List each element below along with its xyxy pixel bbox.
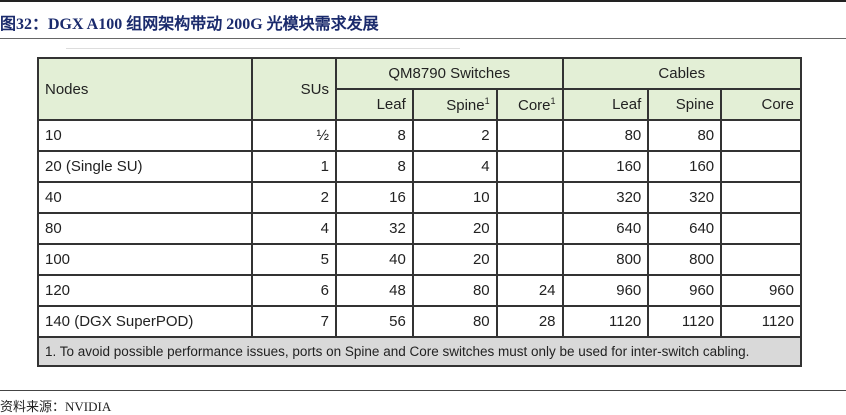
header-cable-core: Core [720, 88, 802, 121]
table-cell: 640 [561, 212, 650, 245]
table-cell: 8 [335, 119, 414, 152]
footnote-row: 1. To avoid possible performance issues,… [37, 336, 802, 367]
header-switch-spine: Spine1 [411, 88, 498, 121]
table-cell: 24 [495, 274, 564, 307]
table-cell: 960 [647, 274, 723, 307]
table-cell: 4 [411, 150, 498, 183]
table-cell: 40 [36, 181, 254, 214]
table-cell: 160 [561, 150, 650, 183]
header-row-2: Leaf Spine1 Core1 Leaf Spine Core [38, 88, 802, 121]
table-cell: 2 [251, 181, 337, 214]
table-cell [495, 181, 564, 214]
table-cell: 80 [411, 305, 498, 338]
faint-line [66, 48, 460, 49]
table-row: 120 6 48 80 24 960 960 960 [36, 274, 802, 307]
footnote: 1. To avoid possible performance issues,… [37, 336, 802, 367]
header-nodes: Nodes [36, 57, 254, 121]
table-cell: 8 [335, 150, 414, 183]
table-cell [720, 181, 802, 214]
table-cell: 20 [411, 243, 498, 276]
table-cell: 28 [495, 305, 564, 338]
table-cell [720, 119, 802, 152]
table-cell: 320 [561, 181, 650, 214]
table-cell: 320 [647, 181, 723, 214]
table-cell: ½ [251, 119, 337, 152]
header-cables: Cables [561, 57, 803, 90]
table-cell: 5 [251, 243, 337, 276]
table-cell: 640 [647, 212, 723, 245]
table-cell: 960 [720, 274, 802, 307]
table-cell: 1120 [561, 305, 650, 338]
header-row-1: Nodes SUs QM8790 Switches Cables [36, 57, 803, 121]
table-cell: 140 (DGX SuperPOD) [36, 305, 254, 338]
table-cell: 80 [561, 119, 650, 152]
table-cell: 20 [411, 212, 498, 245]
table-cell: 960 [561, 274, 650, 307]
table-cell: 160 [647, 150, 723, 183]
table-cell: 20 (Single SU) [36, 150, 254, 183]
table-cell: 1120 [647, 305, 723, 338]
table-cell: 10 [411, 181, 498, 214]
table-cell: 6 [251, 274, 337, 307]
table-cell [495, 212, 564, 245]
header-cable-leaf: Leaf [561, 88, 650, 121]
table-cell: 10 [36, 119, 254, 152]
table-cell: 80 [411, 274, 498, 307]
header-sus: SUs [251, 57, 337, 121]
table-cell: 800 [561, 243, 650, 276]
table-cell: 2 [411, 119, 498, 152]
table-row: 140 (DGX SuperPOD) 7 56 80 28 1120 1120 1120 [36, 305, 802, 338]
table-cell: 16 [335, 181, 414, 214]
table-cell: 40 [335, 243, 414, 276]
table-cell: 80 [36, 212, 254, 245]
table-row: 20 (Single SU) 1 8 4 160 160 [36, 150, 802, 183]
table-cell: 1120 [720, 305, 802, 338]
table-cell: 32 [335, 212, 414, 245]
table-cell: 4 [251, 212, 337, 245]
table-cell: 1 [251, 150, 337, 183]
table-cell: 100 [36, 243, 254, 276]
table-row: 40 2 16 10 320 320 [36, 181, 802, 214]
table-cell [720, 243, 802, 276]
table-row: 80 4 32 20 640 640 [36, 212, 802, 245]
table-row: 10 ½ 8 2 80 80 [36, 119, 802, 152]
top-rule [0, 0, 846, 2]
table-cell: 80 [647, 119, 723, 152]
table-cell [495, 243, 564, 276]
table-cell [495, 150, 564, 183]
table-cell [720, 212, 802, 245]
figure-title: 图32：DGX A100 组网架构带动 200G 光模块需求发展 [0, 16, 379, 33]
table-cell: 800 [647, 243, 723, 276]
table-cell: 48 [335, 274, 414, 307]
bottom-rule [0, 390, 846, 391]
source-note: 资料来源：NVIDIA [0, 399, 112, 414]
header-switches: QM8790 Switches [335, 57, 564, 90]
table-cell [720, 150, 802, 183]
header-switch-core: Core1 [495, 88, 564, 121]
table-cell [495, 119, 564, 152]
title-rule [0, 38, 846, 39]
header-cable-spine: Spine [647, 88, 723, 121]
header-switch-leaf: Leaf [335, 88, 414, 121]
table-cell: 120 [36, 274, 254, 307]
table-cell: 56 [335, 305, 414, 338]
switch-cable-table: Nodes SUs QM8790 Switches Cables Leaf Sp… [36, 57, 803, 367]
table-cell: 7 [251, 305, 337, 338]
table-row: 100 5 40 20 800 800 [36, 243, 802, 276]
